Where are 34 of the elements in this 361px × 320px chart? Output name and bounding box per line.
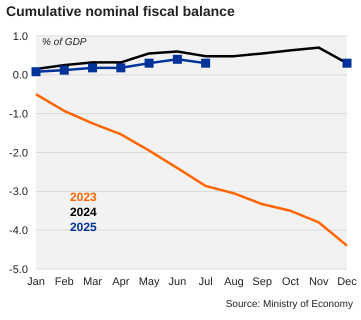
x-tick-label: Jan — [27, 276, 45, 288]
x-tick-label: Sep — [252, 276, 272, 288]
text: 2023 — [70, 190, 97, 205]
y-tick-label: -4.0 — [9, 225, 28, 238]
y-axis-title: % of GDP — [42, 37, 86, 48]
y-tick-label: 0.0 — [12, 70, 28, 82]
y-tick-label: -5.0 — [9, 264, 28, 276]
y-tick-label: -2.0 — [9, 147, 28, 160]
point — [116, 63, 126, 72]
x-tick-label: Oct — [282, 276, 300, 288]
x-tick-label: Mar — [83, 276, 102, 288]
point — [201, 58, 210, 68]
point — [88, 63, 98, 72]
text: 2024 — [70, 205, 97, 220]
y-tick-label: -3.0 — [9, 186, 28, 198]
x-tick-label: Feb — [54, 276, 74, 288]
x-tick-label: May — [138, 276, 160, 288]
point — [32, 67, 40, 76]
x-tick-label: Jul — [198, 276, 213, 288]
point — [342, 58, 352, 68]
point — [60, 66, 69, 75]
y-tick-label: 1.0 — [12, 30, 28, 43]
x-tick-label: Dec — [337, 276, 358, 288]
text: 2025 — [70, 220, 97, 235]
x-tick-label: Aug — [224, 276, 244, 288]
point — [144, 58, 154, 68]
line-series — [34, 93, 348, 247]
point — [172, 54, 182, 64]
chart-title: Cumulative nominal fiscal balance — [6, 3, 235, 19]
source-note: Source: Ministry of Economy — [226, 299, 353, 310]
x-tick-label: Apr — [112, 276, 130, 288]
x-tick-label: Nov — [308, 276, 330, 288]
x-tick-label: Jun — [168, 276, 186, 288]
y-tick-label: -1.0 — [9, 108, 28, 121]
